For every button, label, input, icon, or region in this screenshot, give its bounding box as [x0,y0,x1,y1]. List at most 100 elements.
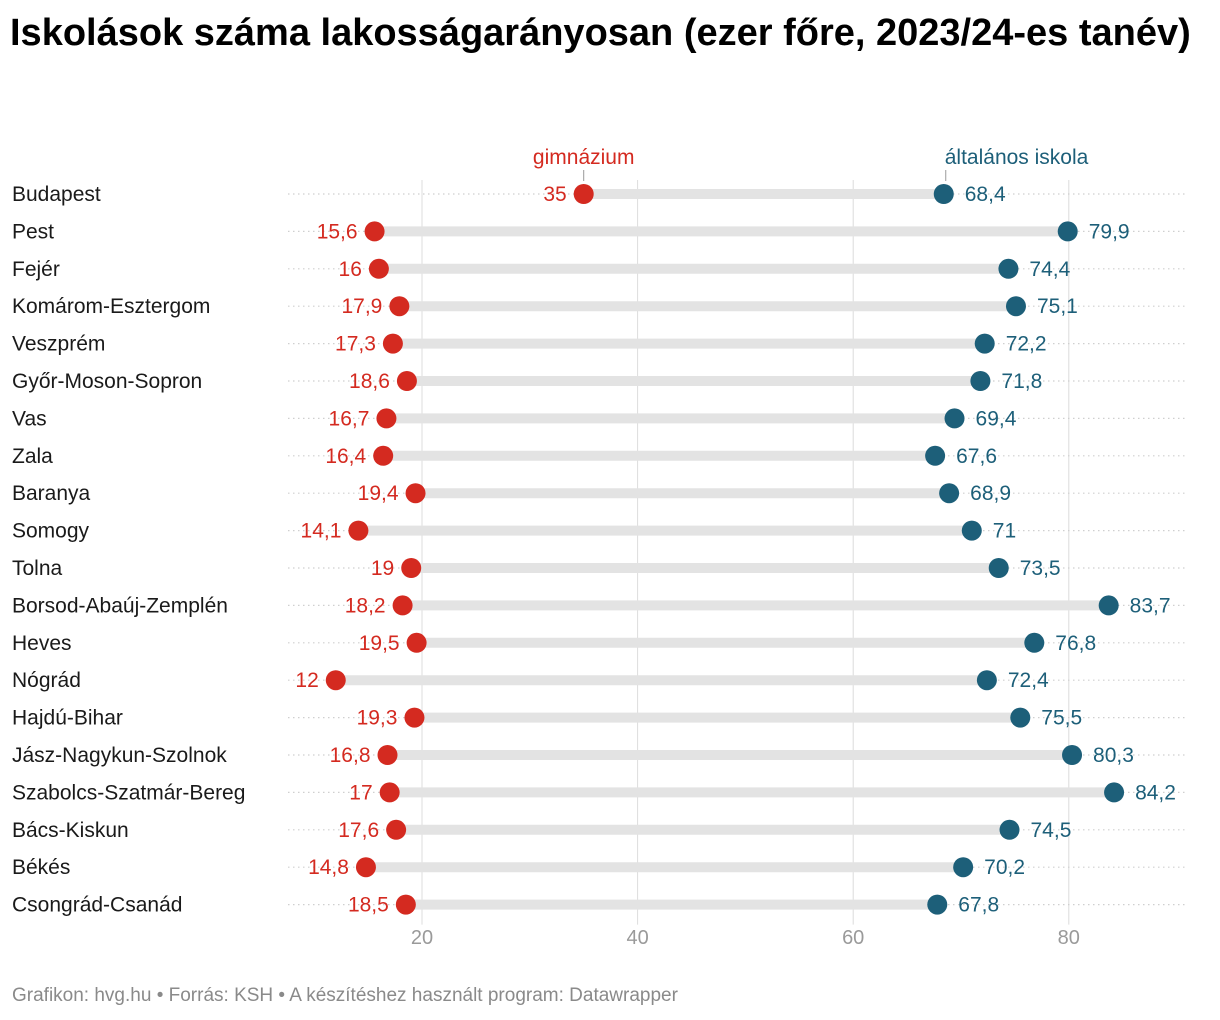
x-tick-label: 40 [626,927,648,949]
altalanos-value-label: 75,1 [1037,295,1078,318]
gimnazium-dot [368,258,389,279]
altalanos-value-label: 76,8 [1055,632,1096,655]
gimnazium-dot [382,333,403,354]
category-label: Somogy [12,520,90,543]
altalanos-dot [1104,782,1125,803]
gimnazium-dot [406,632,427,653]
altalanos-dot [939,483,960,504]
altalanos-value-label: 67,6 [956,445,997,468]
category-label: Vas [12,407,47,430]
x-tick-label: 20 [411,927,433,949]
category-label: Hajdú-Bihar [12,707,123,730]
altalanos-value-label: 79,9 [1089,220,1130,243]
series-annotation-gimnazium: gimnázium [533,146,635,169]
gimnazium-dot [396,371,417,391]
gimnazium-value-label: 17 [349,781,372,804]
altalanos-value-label: 71 [993,520,1016,543]
gimnazium-dot [376,408,397,429]
altalanos-value-label: 69,4 [976,407,1017,430]
gimnazium-dot [573,184,594,204]
gimnazium-dot [364,221,385,242]
category-label: Győr-Moson-Sopron [12,370,202,393]
category-label: Heves [12,632,72,655]
series-annotation-altalanos: általános iskola [945,146,1089,169]
altalanos-dot [927,894,948,915]
gimnazium-value-label: 17,6 [338,819,379,842]
gimnazium-value-label: 19,4 [358,482,399,505]
gimnazium-dot [395,894,416,915]
category-label: Jász-Nagykun-Szolnok [12,744,227,767]
gimnazium-value-label: 16,7 [329,407,370,430]
altalanos-value-label: 74,5 [1031,819,1072,842]
category-label: Tolna [12,557,63,580]
chart-title: Iskolások száma lakosságarányosan (ezer … [10,12,1191,54]
chart-labels: 20 40 60 80 Budapest 35 68,4 Pest 15,6 79,9 Fejér 1… [12,146,1176,949]
altalanos-value-label: 80,3 [1093,744,1134,767]
altalanos-dot [1098,595,1119,616]
altalanos-dot [988,558,1009,578]
gimnazium-value-label: 18,6 [349,370,390,393]
category-label: Szabolcs-Szatmár-Bereg [12,781,245,804]
gimnazium-value-label: 18,2 [345,594,386,617]
gimnazium-value-label: 18,5 [348,894,389,917]
category-label: Fejér [12,258,60,281]
category-label: Nógrád [12,669,81,692]
gimnazium-value-label: 15,6 [317,220,358,243]
gimnazium-dot [404,707,425,728]
altalanos-dot [970,371,991,391]
gimnazium-dot [377,745,398,765]
altalanos-value-label: 68,4 [965,183,1006,206]
category-label: Budapest [12,183,101,206]
data-points [325,184,1125,915]
gimnazium-dot [325,670,346,691]
altalanos-value-label: 67,8 [958,894,999,917]
altalanos-dot [944,408,965,429]
altalanos-dot [1024,632,1045,653]
altalanos-value-label: 83,7 [1130,594,1171,617]
altalanos-dot [933,184,954,204]
altalanos-value-label: 72,4 [1008,669,1049,692]
gimnazium-dot [373,445,394,466]
x-tick-label: 80 [1058,927,1080,949]
category-label: Bács-Kiskun [12,819,129,842]
dot-chart: 20 40 60 80 Budapest 35 68,4 Pest 15,6 79,9 Fejér 1… [12,146,1188,949]
gridlines [288,180,1188,925]
altalanos-value-label: 72,2 [1006,333,1047,356]
gimnazium-value-label: 19,5 [359,632,400,655]
altalanos-value-label: 70,2 [984,856,1025,879]
gimnazium-value-label: 16,8 [330,744,371,767]
altalanos-dot [974,333,995,354]
category-label: Borsod-Abaúj-Zemplén [12,594,228,617]
category-label: Komárom-Esztergom [12,295,210,318]
altalanos-value-label: 68,9 [970,482,1011,505]
altalanos-value-label: 75,5 [1041,707,1082,730]
altalanos-value-label: 84,2 [1135,781,1176,804]
altalanos-value-label: 71,8 [1001,370,1042,393]
altalanos-value-label: 73,5 [1020,557,1061,580]
category-label: Csongrád-Csanád [12,894,182,917]
category-label: Békés [12,856,70,879]
gimnazium-dot [405,483,426,504]
gimnazium-dot [392,595,413,616]
gimnazium-dot [379,782,400,803]
gimnazium-value-label: 19 [371,557,394,580]
gimnazium-value-label: 14,1 [301,520,342,543]
altalanos-dot [1010,707,1031,728]
gimnazium-dot [355,857,376,878]
category-label: Zala [12,445,53,468]
gimnazium-value-label: 17,9 [341,295,382,318]
gimnazium-value-label: 12 [295,669,318,692]
altalanos-value-label: 74,4 [1029,258,1070,281]
altalanos-dot [925,445,946,466]
range-bars [335,189,1115,910]
gimnazium-dot [348,520,369,541]
gimnazium-dot [389,296,410,317]
altalanos-dot [998,258,1019,279]
category-label: Veszprém [12,333,105,356]
gimnazium-value-label: 16,4 [325,445,366,468]
gimnazium-value-label: 16 [339,258,362,281]
category-label: Baranya [12,482,91,505]
gimnazium-dot [401,558,422,578]
altalanos-dot [999,819,1020,840]
x-tick-label: 60 [842,927,864,949]
